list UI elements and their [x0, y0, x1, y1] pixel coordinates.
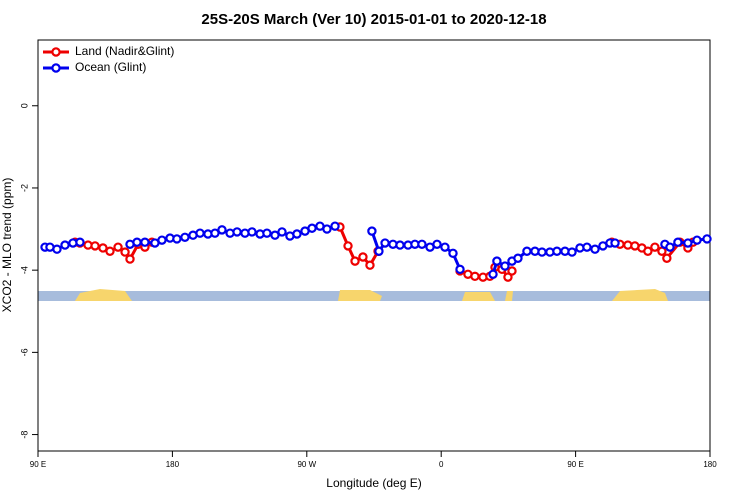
data-point: [113, 242, 123, 252]
data-point: [247, 227, 257, 237]
x-tick-label: 90 W: [297, 460, 316, 469]
data-point: [395, 240, 405, 250]
data-point: [350, 256, 360, 266]
data-point: [702, 234, 712, 244]
data-point: [470, 271, 480, 282]
data-point: [590, 244, 600, 254]
y-axis-title: XCO2 - MLO trend (ppm): [0, 178, 14, 313]
data-point: [262, 228, 272, 238]
data-point: [292, 229, 302, 239]
data-point: [673, 237, 683, 247]
data-point: [322, 224, 332, 234]
y-tick-label: 0: [19, 103, 29, 108]
data-point: [217, 225, 227, 235]
legend-marker: [51, 47, 61, 57]
chart-title: 25S-20S March (Ver 10) 2015-01-01 to 202…: [201, 11, 546, 28]
data-point: [567, 247, 577, 257]
data-point: [90, 241, 100, 251]
data-point: [522, 246, 532, 256]
data-point: [552, 246, 562, 256]
data-point: [665, 242, 675, 252]
data-point: [132, 237, 142, 247]
data-point: [417, 239, 427, 249]
data-point: [125, 254, 135, 264]
data-point: [330, 221, 340, 231]
data-point: [195, 228, 205, 238]
data-point: [683, 238, 693, 248]
data-point: [507, 266, 517, 276]
data-point: [488, 269, 498, 279]
data-point: [172, 234, 182, 244]
data-point: [367, 226, 377, 236]
data-point: [52, 244, 62, 254]
x-tick-label: 90 E: [567, 460, 583, 469]
data-point: [232, 227, 242, 237]
data-point: [440, 242, 450, 252]
data-point: [662, 253, 672, 263]
data-point: [492, 256, 502, 266]
data-point: [610, 238, 620, 248]
data-point: [537, 247, 547, 257]
data-point: [140, 237, 150, 247]
data-point: [432, 239, 442, 249]
data-point: [60, 240, 70, 250]
data-point: [98, 243, 108, 253]
map-strip: [38, 289, 710, 301]
data-point: [582, 242, 592, 252]
data-point: [277, 227, 287, 237]
data-point: [75, 237, 85, 247]
data-point: [650, 242, 660, 252]
data-point: [358, 252, 368, 262]
data-point: [500, 261, 510, 271]
data-point: [692, 235, 702, 245]
x-tick-label: 180: [703, 460, 717, 469]
data-point: [180, 232, 190, 242]
legend-label: Land (Nadir&Glint): [75, 44, 174, 58]
data-point: [455, 264, 465, 275]
data-point: [343, 241, 353, 251]
y-tick-label: -6: [19, 348, 29, 356]
x-tick-label: 0: [439, 460, 444, 469]
data-point: [503, 272, 513, 282]
legend-label: Ocean (Glint): [75, 60, 146, 74]
plot-frame: [37, 39, 711, 452]
data-point: [448, 248, 458, 259]
x-axis-title: Longitude (deg E): [326, 476, 421, 490]
x-tick-label: 180: [166, 460, 180, 469]
data-point: [210, 228, 220, 238]
data-point: [105, 246, 115, 256]
data-point: [307, 223, 317, 233]
data-point: [374, 246, 384, 256]
data-point: [643, 246, 653, 256]
data-point: [120, 247, 130, 257]
x-tick-label: 90 E: [30, 460, 46, 469]
data-point: [365, 260, 375, 270]
y-tick-label: -4: [19, 266, 29, 274]
y-tick-label: -2: [19, 184, 29, 192]
data-point: [270, 230, 280, 240]
data-point: [157, 235, 167, 245]
legend-marker: [51, 63, 61, 73]
y-tick-label: -8: [19, 431, 29, 439]
data-point: [380, 238, 390, 248]
data-point: [513, 253, 523, 263]
